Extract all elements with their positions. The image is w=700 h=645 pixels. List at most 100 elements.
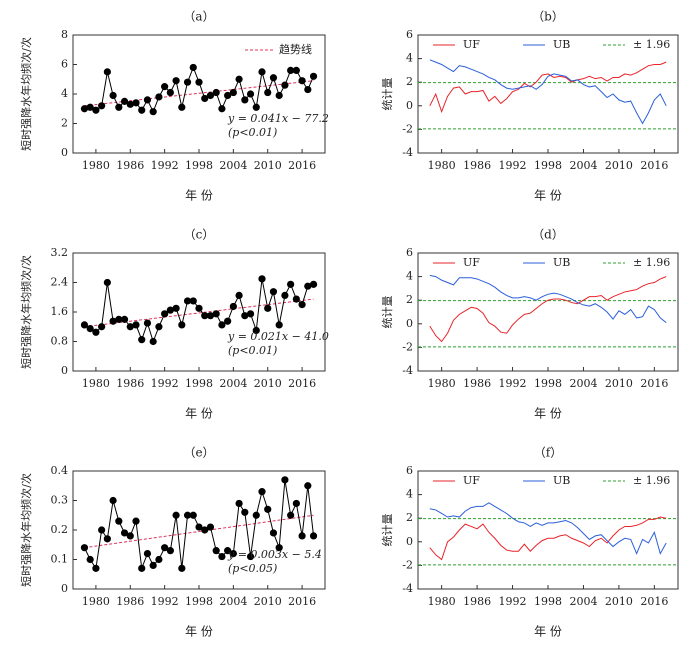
data-point xyxy=(115,517,123,525)
annotation: y = 0.041x − 77.2 xyxy=(227,112,329,125)
data-point xyxy=(212,310,220,318)
x-tick-label: 2004 xyxy=(219,377,247,390)
annotation: y = 0.021x − 41.0 xyxy=(227,330,329,343)
y-tick-label: 0.3 xyxy=(51,494,69,507)
legend-label: ± 1.96 xyxy=(633,38,670,51)
series-line xyxy=(429,276,667,343)
plot-frame xyxy=(417,252,679,372)
x-tick-label: 1980 xyxy=(82,595,110,608)
data-point xyxy=(138,106,146,114)
y-tick-label: -2 xyxy=(402,122,413,135)
data-point xyxy=(132,321,140,329)
y-axis-label: 统计量 xyxy=(381,78,394,111)
x-tick-label: 2016 xyxy=(288,595,316,608)
y-tick-label: 2 xyxy=(406,511,413,524)
data-point xyxy=(183,78,192,86)
data-point xyxy=(218,552,226,561)
series-line xyxy=(429,61,667,114)
annotation: (p<0.05) xyxy=(228,562,277,575)
data-point xyxy=(269,529,278,537)
data-point xyxy=(252,326,260,335)
data-point xyxy=(281,81,289,89)
data-point xyxy=(155,323,163,331)
x-tick-label: 1998 xyxy=(534,595,562,608)
trend-line xyxy=(84,514,314,549)
legend-label: 趋势线 xyxy=(279,42,312,56)
data-point xyxy=(120,97,129,105)
x-tick-label: 1992 xyxy=(499,377,527,390)
data-point xyxy=(103,535,111,543)
data-point xyxy=(287,511,295,519)
data-point xyxy=(275,321,283,329)
x-tick-label: 1992 xyxy=(499,595,527,608)
data-point xyxy=(264,505,272,513)
series-line xyxy=(429,516,667,561)
data-point xyxy=(132,99,140,107)
panel-title: （d） xyxy=(532,228,564,242)
data-point xyxy=(103,278,111,287)
x-tick-label: 1998 xyxy=(534,377,562,390)
data-point xyxy=(287,280,295,288)
data-point xyxy=(183,297,192,305)
y-tick-label: -4 xyxy=(402,364,413,377)
x-axis-label: 年 份 xyxy=(534,625,562,639)
y-tick-label: -2 xyxy=(402,340,413,353)
data-point xyxy=(252,103,260,111)
data-point xyxy=(183,511,192,519)
annotation: y = 0.003x − 5.4 xyxy=(227,548,322,561)
series-line xyxy=(429,502,667,555)
x-tick-label: 1980 xyxy=(82,159,110,172)
data-point xyxy=(92,564,100,572)
y-tick-label: 0.1 xyxy=(51,553,69,566)
data-point xyxy=(281,291,289,300)
data-point xyxy=(178,321,186,329)
data-point xyxy=(195,78,203,86)
data-point xyxy=(298,77,306,85)
y-tick-label: 4 xyxy=(406,488,413,501)
data-point xyxy=(292,295,300,303)
x-tick-label: 1986 xyxy=(463,377,491,390)
data-point xyxy=(189,297,197,305)
y-tick-label: 0 xyxy=(61,582,68,595)
x-tick-label: 1980 xyxy=(428,377,456,390)
data-point xyxy=(235,291,243,300)
y-tick-label: 2.4 xyxy=(51,276,69,289)
data-point xyxy=(109,317,117,325)
data-point xyxy=(224,91,232,100)
y-tick-label: 4 xyxy=(406,270,413,283)
data-point xyxy=(80,544,89,552)
x-tick-label: 2010 xyxy=(254,159,282,172)
data-point xyxy=(304,482,312,490)
x-tick-label: 1992 xyxy=(151,159,179,172)
data-point xyxy=(143,550,152,558)
data-point xyxy=(132,517,140,525)
y-tick-label: 8 xyxy=(61,28,68,41)
data-point xyxy=(86,324,94,333)
x-tick-label: 2016 xyxy=(288,159,316,172)
data-point xyxy=(309,72,318,80)
x-tick-label: 1986 xyxy=(116,595,144,608)
x-tick-label: 1992 xyxy=(151,377,179,390)
y-tick-label: 4 xyxy=(61,87,68,100)
x-tick-label: 2010 xyxy=(605,377,633,390)
y-axis-label: 统计量 xyxy=(381,296,394,329)
data-point xyxy=(281,476,289,484)
x-tick-label: 2016 xyxy=(640,377,668,390)
data-point xyxy=(149,561,157,570)
x-tick-label: 2010 xyxy=(254,595,282,608)
x-tick-label: 1980 xyxy=(428,595,456,608)
x-tick-label: 2016 xyxy=(640,159,668,172)
data-point xyxy=(264,88,272,97)
x-tick-label: 1992 xyxy=(151,595,179,608)
y-tick-label: 3.2 xyxy=(51,246,69,259)
plot-frame xyxy=(72,252,326,372)
y-tick-label: 0 xyxy=(61,146,68,159)
data-point xyxy=(86,555,94,564)
data-point xyxy=(229,302,237,311)
y-tick-label: 6 xyxy=(61,58,68,71)
legend-label: ± 1.96 xyxy=(633,474,670,487)
data-point xyxy=(98,526,106,534)
data-point xyxy=(304,282,312,290)
data-point xyxy=(241,508,249,516)
